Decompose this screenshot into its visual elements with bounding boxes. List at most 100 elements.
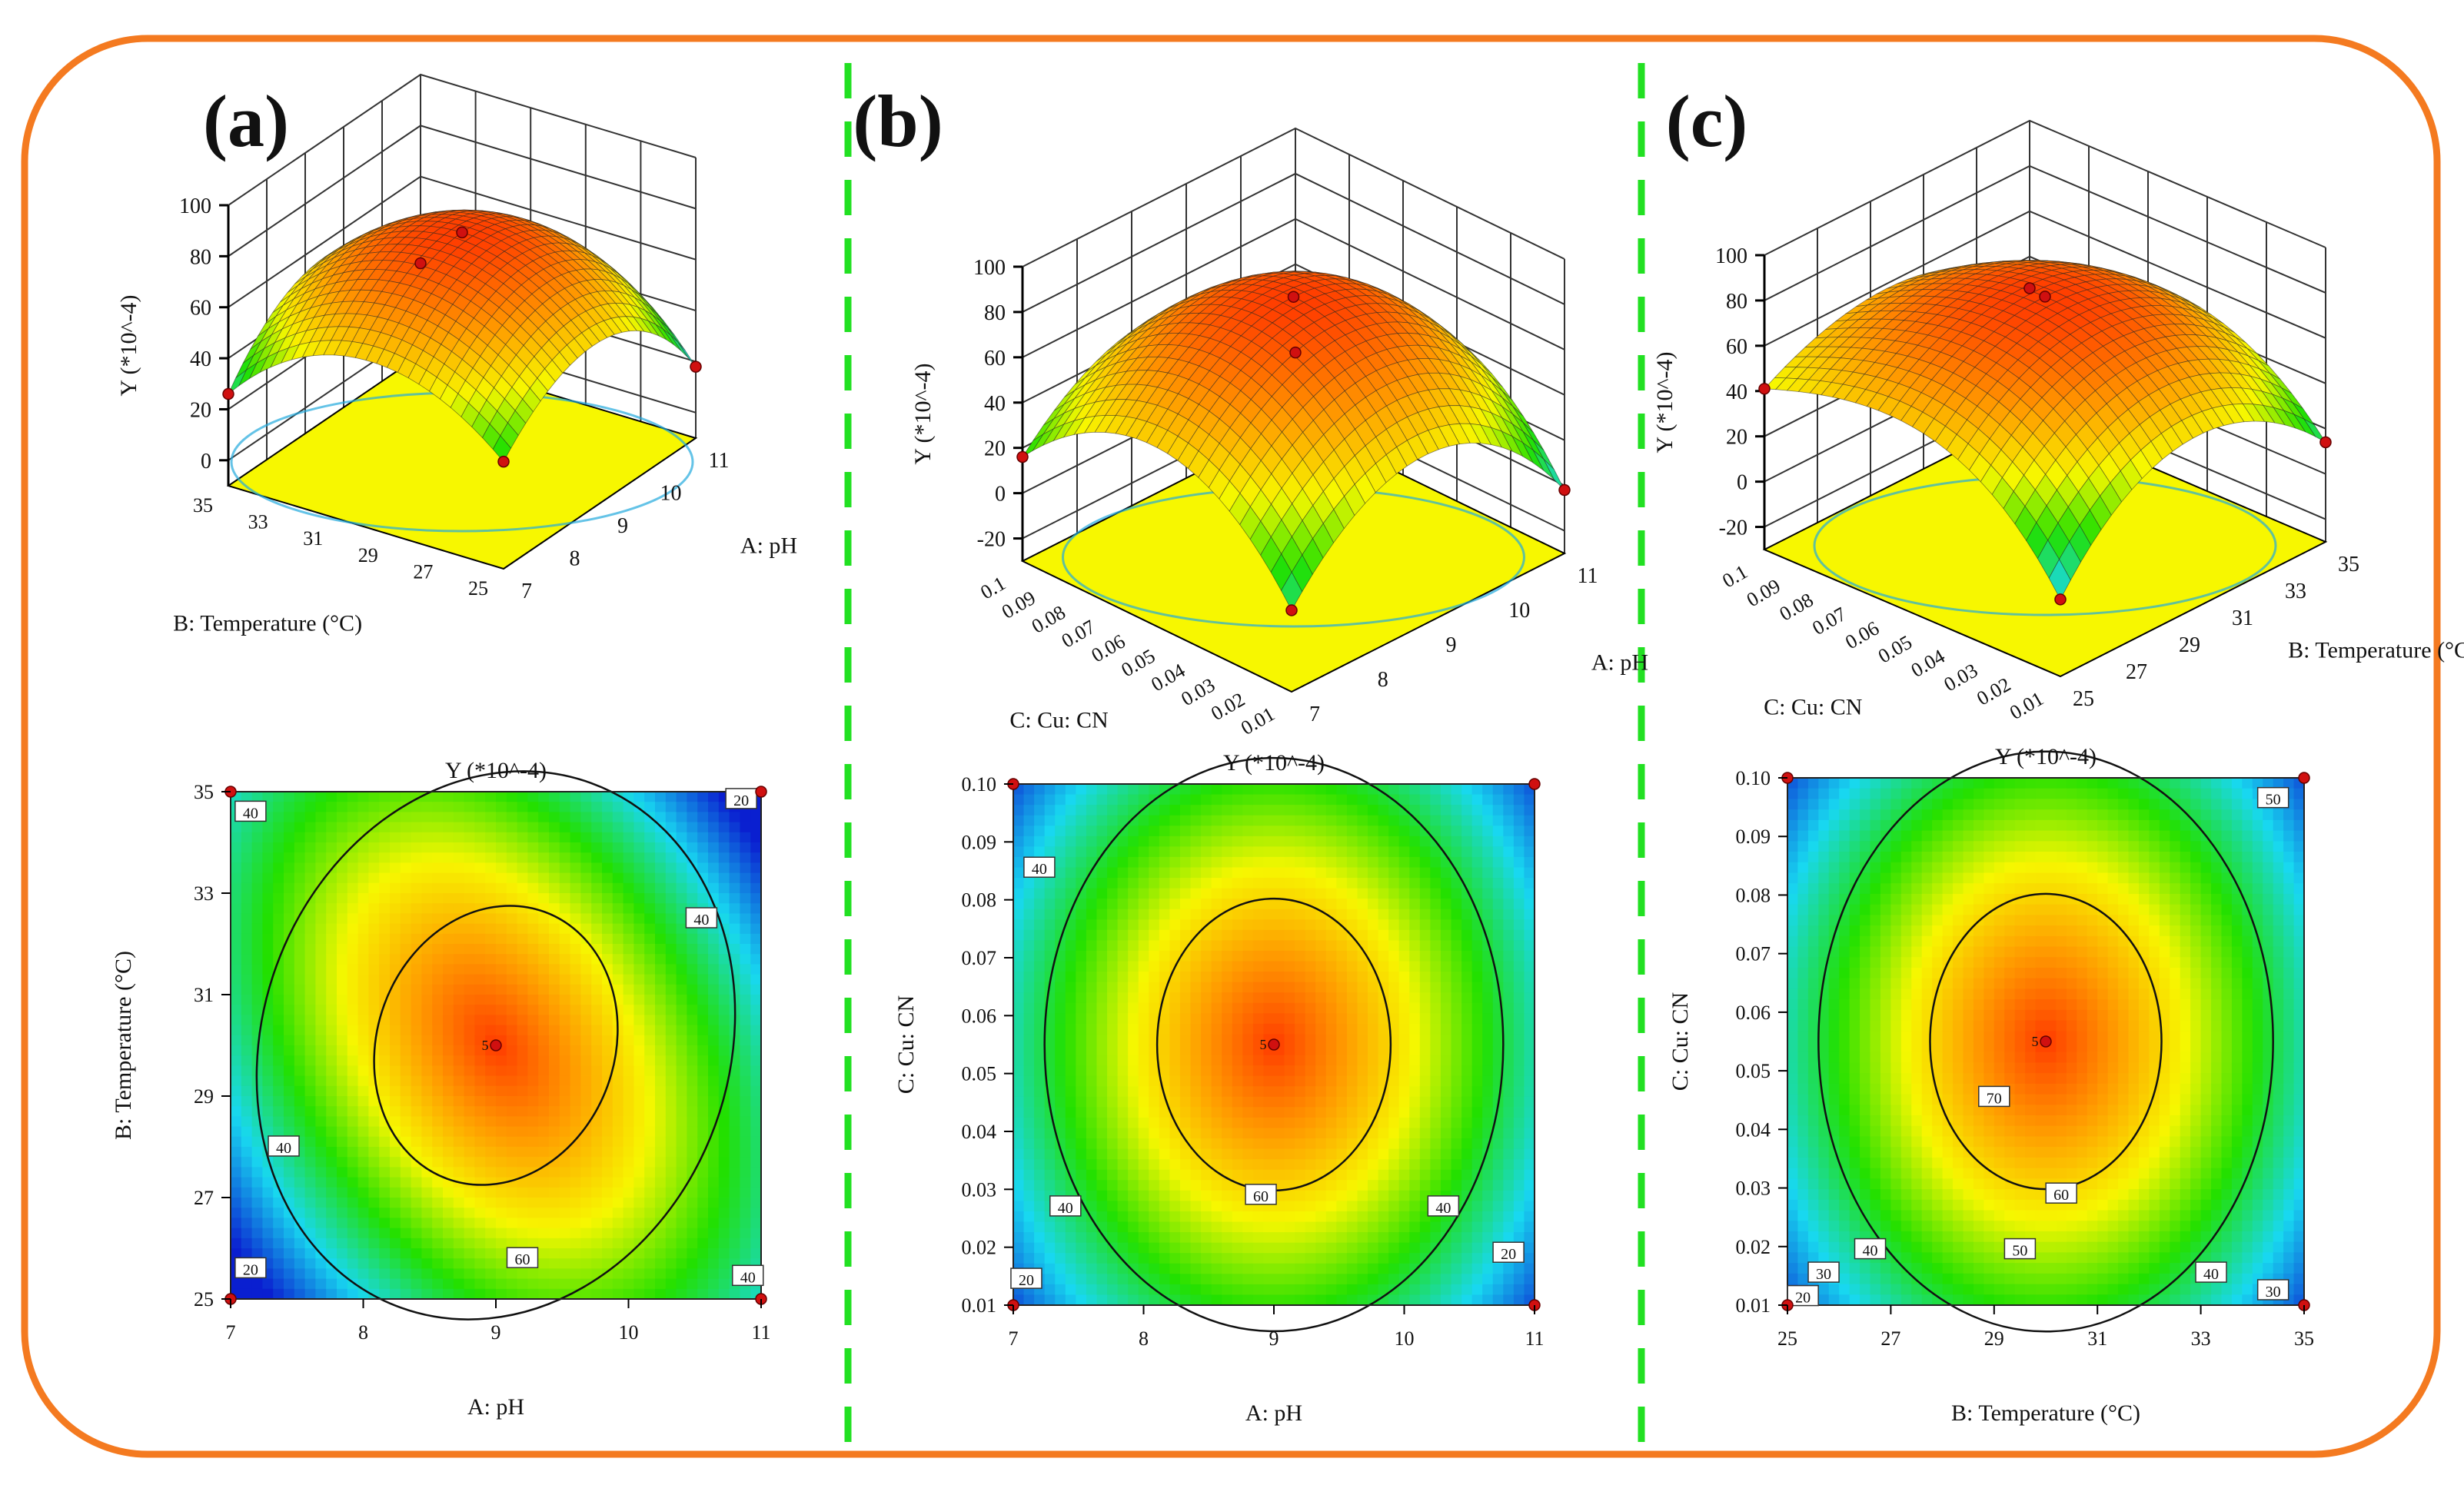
- heat-cell: [527, 1015, 539, 1026]
- heat-cell: [1034, 836, 1046, 847]
- heat-cell: [591, 852, 603, 863]
- heat-cell: [676, 1025, 687, 1036]
- heat-cell: [506, 1208, 518, 1218]
- heat-cell: [1034, 1138, 1046, 1150]
- heat-cell: [231, 1106, 242, 1117]
- heat-cell: [1096, 909, 1108, 920]
- heat-cell: [623, 1187, 634, 1198]
- heat-cell: [1159, 867, 1170, 879]
- heat-cell: [1065, 888, 1076, 899]
- heat-cell: [1023, 888, 1035, 899]
- heat-cell: [644, 1045, 656, 1056]
- heat-cell: [231, 984, 242, 995]
- heat-cell: [633, 1015, 645, 1026]
- heat-cell: [390, 1035, 401, 1046]
- heat-cell: [1128, 1253, 1139, 1264]
- heat-cell: [527, 1106, 539, 1117]
- heat-cell: [337, 1167, 348, 1178]
- heat-cell: [432, 913, 444, 925]
- heat-cell: [750, 1147, 762, 1158]
- heat-cell: [1159, 899, 1170, 910]
- heat-cell: [304, 1147, 316, 1158]
- heat-cell: [1055, 1242, 1066, 1254]
- heat-cell: [1023, 972, 1035, 983]
- heat-cell: [750, 1218, 762, 1229]
- heat-cell: [262, 1085, 274, 1097]
- heat-cell: [241, 933, 253, 945]
- heat-cell: [1107, 1221, 1119, 1233]
- heat-cell: [1096, 1284, 1108, 1296]
- heat-cell: [570, 842, 581, 853]
- heat-cell: [304, 1258, 316, 1269]
- heat-cell: [1023, 1002, 1035, 1014]
- heat-cell: [390, 882, 401, 894]
- heat-cell: [527, 1268, 539, 1280]
- heat-cell: [697, 1208, 709, 1218]
- heat-cell: [390, 913, 401, 925]
- heat-cell: [612, 802, 624, 812]
- heat-cell: [1190, 1107, 1202, 1118]
- heat-cell: [1013, 794, 1025, 806]
- heat-cell: [379, 1208, 391, 1218]
- heat-cell: [464, 1035, 475, 1046]
- heat-cell: [549, 1045, 560, 1056]
- heat-cell: [633, 1288, 645, 1300]
- heat-cell: [1201, 909, 1212, 920]
- heat-cell: [612, 872, 624, 884]
- heat-cell: [506, 1288, 518, 1300]
- heat-cell: [602, 862, 614, 874]
- heat-cell: [421, 802, 433, 812]
- heat-cell: [687, 1035, 698, 1046]
- heat-cell: [1013, 1045, 1025, 1056]
- heat-cell: [633, 1157, 645, 1168]
- heat-cell: [538, 882, 550, 894]
- heat-cell: [1055, 909, 1066, 920]
- heat-cell: [474, 822, 486, 833]
- heat-cell: [687, 1045, 698, 1056]
- heat-cell: [1190, 1065, 1202, 1077]
- heat-cell: [1128, 888, 1139, 899]
- heat-cell: [1169, 1013, 1181, 1025]
- heat-cell: [496, 893, 507, 904]
- heat-cell: [559, 1268, 571, 1280]
- heat-cell: [315, 1116, 327, 1128]
- design-point: [497, 455, 510, 468]
- heat-cell: [1044, 1180, 1056, 1191]
- heat-cell: [411, 1228, 422, 1239]
- heat-cell: [1013, 1034, 1025, 1045]
- heat-cell: [633, 1268, 645, 1280]
- heat-cell: [1096, 929, 1108, 941]
- heat-cell: [644, 964, 656, 975]
- heat-cell: [284, 882, 295, 894]
- heat-cell: [231, 893, 242, 904]
- heat-cell: [1149, 982, 1160, 993]
- heat-cell: [284, 1167, 295, 1178]
- heat-cell: [1086, 1201, 1098, 1212]
- heat-cell: [1138, 1045, 1149, 1056]
- heat-cell: [421, 1238, 433, 1249]
- heat-cell: [368, 1248, 380, 1259]
- heat-cell: [1076, 815, 1087, 826]
- heat-cell: [294, 792, 306, 802]
- heat-cell: [1190, 1190, 1202, 1201]
- heat-cell: [591, 1258, 603, 1269]
- heat-cell: [538, 832, 550, 843]
- heat-cell: [1013, 1013, 1025, 1025]
- heat-cell: [357, 1075, 369, 1087]
- heat-cell: [591, 923, 603, 935]
- heat-cell: [464, 984, 475, 995]
- heat-cell: [368, 1116, 380, 1128]
- heat-cell: [1117, 919, 1129, 931]
- heat-cell: [1096, 1023, 1108, 1035]
- heat-cell: [644, 954, 656, 965]
- design-point: [222, 387, 234, 400]
- heat-cell: [697, 1015, 709, 1026]
- heat-cell: [390, 1157, 401, 1168]
- heat-cell: [400, 1228, 412, 1239]
- heat-cell: [1044, 846, 1056, 858]
- heat-cell: [1138, 888, 1149, 899]
- y-axis-label: B: Temperature (°C): [111, 951, 136, 1140]
- heat-cell: [1201, 1263, 1212, 1274]
- heat-cell: [527, 1035, 539, 1046]
- heat-cell: [1055, 1232, 1066, 1244]
